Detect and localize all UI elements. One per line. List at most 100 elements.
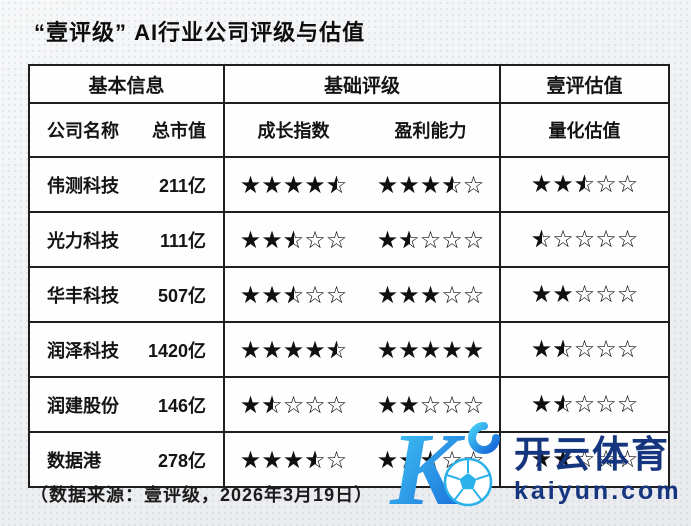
star-full: ★ [398, 445, 420, 474]
growth-stars: ★★ ★ ☆☆☆ [225, 283, 362, 307]
star-full: ★ [376, 445, 399, 474]
star-empty: ☆ [573, 280, 596, 308]
group-basic-info: 基本信息 [28, 64, 225, 104]
star-full: ★ [419, 335, 442, 364]
company-name: 润建股份 [47, 395, 119, 416]
star-full: ★ [530, 445, 553, 473]
col-growth-index: 成长指数 [257, 121, 330, 141]
star-half: ★ ☆ [552, 335, 574, 363]
star-full: ★ [419, 280, 442, 309]
star-empty: ☆ [325, 445, 348, 474]
profit-stars: ★ ★ ☆☆☆☆ [362, 228, 499, 252]
star-full: ★ [239, 390, 262, 419]
table-row: 润泽科技 1420亿 ★★★★ ★ ☆ ★★★★★ ★ ★ ☆☆☆☆ [28, 321, 670, 378]
valuation-stars: ★★☆☆☆ [531, 445, 639, 473]
group-yiping-valuation: 壹评估值 [499, 64, 670, 104]
star-full: ★ [239, 170, 262, 199]
star-full: ★ [376, 170, 399, 199]
col-quant-valuation: 量化估值 [548, 121, 621, 141]
star-full: ★ [398, 335, 420, 364]
star-full: ★ [376, 280, 399, 309]
star-empty: ☆ [616, 445, 639, 473]
star-full: ★ [261, 445, 283, 474]
market-cap: 1420亿 [147, 340, 206, 361]
star-full: ★ [398, 280, 420, 309]
group-base-rating: 基础评级 [223, 64, 501, 104]
star-half: ★ ☆ [325, 335, 348, 364]
growth-stars: ★★ ★ ☆☆☆ [225, 228, 362, 252]
star-full: ★ [398, 170, 420, 199]
market-cap: 146亿 [157, 395, 206, 416]
valuation-stars: ★ ☆☆☆☆☆ [531, 225, 639, 253]
star-full: ★ [552, 280, 574, 308]
star-empty: ☆ [552, 225, 574, 253]
company-name: 伟测科技 [47, 175, 119, 196]
star-full: ★ [261, 170, 283, 199]
valuation-stars: ★ ★ ☆☆☆☆ [531, 335, 639, 363]
star-full: ★ [261, 280, 283, 309]
star-full: ★ [239, 225, 262, 254]
star-empty: ☆ [573, 445, 596, 473]
star-empty: ☆ [462, 170, 485, 199]
star-empty: ☆ [304, 390, 326, 419]
star-empty: ☆ [616, 390, 639, 418]
profit-stars: ★★☆☆☆ [362, 393, 499, 417]
star-empty: ☆ [462, 280, 485, 309]
star-empty: ☆ [616, 170, 639, 198]
star-full: ★ [282, 170, 305, 199]
valuation-stars: ★★ ★ ☆☆☆ [531, 170, 639, 198]
star-full: ★ [462, 335, 485, 364]
star-full: ★ [304, 335, 326, 364]
star-empty: ☆ [573, 225, 596, 253]
table-row: 光力科技 111亿 ★★ ★ ☆☆☆ ★ ★ ☆☆☆☆ ★ ☆☆☆☆☆ [28, 211, 670, 268]
star-empty: ☆ [441, 225, 463, 254]
star-half: ★ ☆ [304, 445, 326, 474]
col-company-name: 公司名称 [47, 121, 119, 141]
star-empty: ☆ [616, 225, 639, 253]
company-name: 润泽科技 [47, 340, 119, 361]
rating-table: 基本信息 基础评级 壹评估值 公司名称 总市值 成长指数 盈利能力 量化估值 [28, 64, 670, 488]
star-full: ★ [261, 335, 283, 364]
star-half: ★ ☆ [261, 390, 283, 419]
star-empty: ☆ [462, 390, 485, 419]
star-full: ★ [282, 335, 305, 364]
star-half: ★ ☆ [282, 280, 305, 309]
market-cap: 111亿 [159, 230, 206, 251]
growth-stars: ★ ★ ☆☆☆☆ [225, 393, 362, 417]
growth-stars: ★★★★ ★ ☆ [225, 338, 362, 362]
data-source-note: （数据来源：壹评级，2026年3月19日） [30, 485, 374, 505]
star-half: ★ ☆ [573, 170, 596, 198]
table-row: 伟测科技 211亿 ★★★★ ★ ☆ ★★★ ★ ☆☆ ★★ ★ ☆☆☆ [28, 156, 670, 213]
star-empty: ☆ [595, 335, 617, 363]
star-full: ★ [282, 445, 305, 474]
star-full: ★ [530, 390, 553, 418]
market-cap: 278亿 [157, 450, 206, 471]
company-name: 数据港 [47, 450, 101, 471]
table-row: 润建股份 146亿 ★ ★ ☆☆☆☆ ★★☆☆☆ ★ ★ ☆☆☆☆ [28, 376, 670, 433]
market-cap: 211亿 [158, 175, 206, 196]
star-empty: ☆ [595, 225, 617, 253]
table-body: 伟测科技 211亿 ★★★★ ★ ☆ ★★★ ★ ☆☆ ★★ ★ ☆☆☆ 光力科技 111亿… [28, 156, 670, 488]
star-full: ★ [419, 170, 442, 199]
star-full: ★ [239, 280, 262, 309]
growth-stars: ★★★★ ★ ☆ [225, 173, 362, 197]
star-half: ★ ☆ [530, 225, 553, 253]
star-empty: ☆ [595, 280, 617, 308]
company-name: 华丰科技 [47, 285, 119, 306]
star-empty: ☆ [304, 280, 326, 309]
star-empty: ☆ [462, 225, 485, 254]
table-row: 华丰科技 507亿 ★★ ★ ☆☆☆ ★★★☆☆ ★★☆☆☆ [28, 266, 670, 323]
market-cap: 507亿 [157, 285, 206, 306]
star-full: ★ [530, 170, 553, 198]
star-full: ★ [239, 335, 262, 364]
star-full: ★ [261, 225, 283, 254]
growth-stars: ★★★ ★ ☆☆ [225, 448, 362, 472]
col-profitability: 盈利能力 [394, 121, 467, 141]
star-empty: ☆ [616, 335, 639, 363]
star-empty: ☆ [419, 225, 442, 254]
star-full: ★ [376, 390, 399, 419]
valuation-stars: ★★☆☆☆ [531, 280, 639, 308]
star-empty: ☆ [595, 170, 617, 198]
profit-stars: ★★★☆☆ [362, 283, 499, 307]
star-empty: ☆ [573, 335, 596, 363]
